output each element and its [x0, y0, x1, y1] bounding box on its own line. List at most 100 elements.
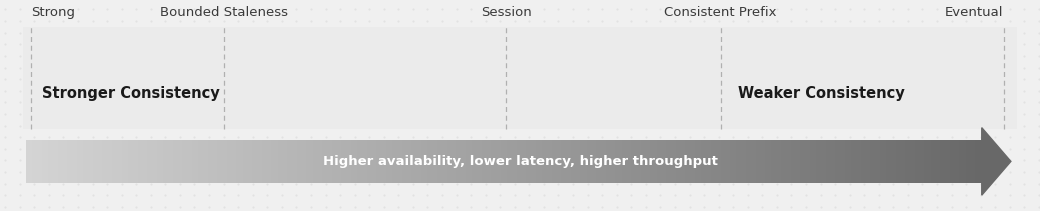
Bar [832, 140, 836, 183]
Bar [412, 140, 415, 183]
Bar [568, 140, 571, 183]
Bar [937, 140, 941, 183]
Bar [899, 140, 903, 183]
Bar [688, 140, 693, 183]
Bar [593, 140, 597, 183]
Bar [500, 140, 504, 183]
Bar [341, 140, 345, 183]
Bar [650, 140, 654, 183]
Bar [772, 140, 775, 183]
Bar [38, 140, 43, 183]
Bar [551, 140, 555, 183]
Bar [861, 140, 864, 183]
Bar [851, 140, 855, 183]
Bar [383, 140, 387, 183]
Bar [602, 140, 606, 183]
Bar [787, 140, 791, 183]
Bar [580, 140, 584, 183]
Bar [548, 140, 552, 183]
Bar [670, 140, 673, 183]
Bar [647, 140, 651, 183]
Bar [74, 140, 78, 183]
Bar [638, 140, 642, 183]
Bar [485, 140, 489, 183]
Bar [727, 140, 730, 183]
Bar [307, 140, 310, 183]
Bar [245, 140, 250, 183]
Bar [781, 140, 785, 183]
Bar [622, 140, 625, 183]
Bar [262, 140, 265, 183]
Bar [631, 140, 635, 183]
Bar [565, 140, 568, 183]
Bar [698, 140, 702, 183]
Bar [928, 140, 931, 183]
Bar [858, 140, 861, 183]
Bar [660, 140, 664, 183]
Bar [616, 140, 619, 183]
Bar [316, 140, 319, 183]
Bar [154, 140, 157, 183]
Bar [300, 140, 304, 183]
Bar [103, 140, 106, 183]
Bar [641, 140, 645, 183]
Bar [956, 140, 960, 183]
Bar [61, 140, 64, 183]
Bar [179, 140, 183, 183]
Bar [355, 140, 358, 183]
Bar [440, 140, 444, 183]
Bar [730, 140, 734, 183]
Bar [380, 140, 384, 183]
Bar [449, 140, 453, 183]
Bar [877, 140, 880, 183]
Bar [284, 140, 288, 183]
Text: Session: Session [482, 6, 531, 19]
Bar [367, 140, 370, 183]
Bar [609, 140, 613, 183]
Bar [313, 140, 316, 183]
Bar [89, 140, 94, 183]
Bar [370, 140, 373, 183]
Bar [242, 140, 246, 183]
Bar [389, 140, 393, 183]
Bar [224, 140, 227, 183]
Bar [157, 140, 160, 183]
Bar [287, 140, 291, 183]
Bar [870, 140, 874, 183]
Bar [398, 140, 402, 183]
Bar [874, 140, 877, 183]
Bar [848, 140, 852, 183]
Bar [443, 140, 447, 183]
Bar [55, 140, 58, 183]
Bar [969, 140, 972, 183]
Bar [545, 140, 549, 183]
Bar [401, 140, 406, 183]
Bar [431, 140, 435, 183]
Bar [406, 140, 409, 183]
Bar [606, 140, 609, 183]
Bar [32, 140, 36, 183]
Bar [198, 140, 202, 183]
Bar [329, 140, 333, 183]
Bar [628, 140, 632, 183]
Bar [497, 140, 501, 183]
Bar [163, 140, 166, 183]
Bar [816, 140, 820, 183]
Bar [508, 140, 511, 183]
Bar [271, 140, 275, 183]
Bar [68, 140, 71, 183]
Bar [249, 140, 253, 183]
Bar [52, 140, 55, 183]
Bar [539, 140, 543, 183]
Bar [749, 140, 753, 183]
Bar [778, 140, 782, 183]
Bar [166, 140, 170, 183]
Bar [125, 140, 129, 183]
Bar [58, 140, 61, 183]
Bar [555, 140, 558, 183]
Bar [106, 140, 109, 183]
Bar [466, 140, 469, 183]
Bar [494, 140, 498, 183]
Bar [599, 140, 603, 183]
Bar [236, 140, 240, 183]
